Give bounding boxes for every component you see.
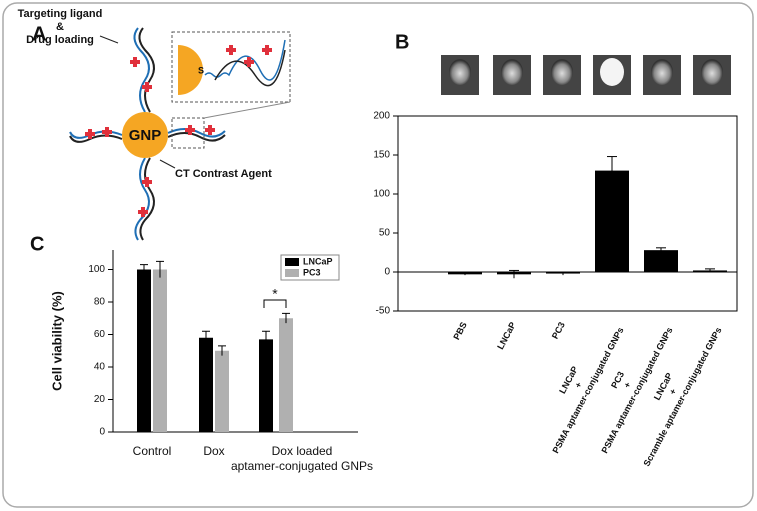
plot-frame bbox=[397, 115, 738, 312]
x-tick-label: + bbox=[622, 380, 633, 389]
y-tick-label: 20 bbox=[94, 394, 106, 405]
bar bbox=[215, 350, 229, 432]
legend-label: PC3 bbox=[303, 267, 321, 277]
linker-label: S bbox=[198, 65, 204, 75]
bar bbox=[595, 170, 629, 272]
x-tick-label: aptamer-conjugated GNPs bbox=[231, 459, 373, 473]
legend-label: LNCaP bbox=[303, 256, 333, 266]
y-tick-label: 100 bbox=[373, 189, 390, 200]
bar bbox=[259, 339, 273, 432]
panel-label: A bbox=[32, 23, 46, 45]
y-tick-label: 100 bbox=[88, 264, 105, 275]
y-tick-label: 200 bbox=[373, 111, 390, 122]
x-tick-label: + bbox=[667, 387, 678, 396]
diagram bbox=[69, 27, 291, 241]
significance-bracket bbox=[263, 299, 287, 308]
ligand-label: & bbox=[56, 21, 64, 33]
y-tick-label: 40 bbox=[94, 362, 106, 373]
gnp-label: GNP bbox=[129, 127, 162, 144]
x-tick-label: + bbox=[573, 380, 584, 389]
y-tick-label: 0 bbox=[384, 267, 390, 278]
legend-swatch bbox=[285, 258, 299, 266]
ligand-label: Targeting ligand bbox=[18, 8, 103, 20]
bar bbox=[644, 250, 678, 272]
legend-frame bbox=[280, 254, 340, 281]
x-tick-label: Control bbox=[133, 444, 172, 458]
bar bbox=[153, 269, 167, 432]
y-tick-label: -50 bbox=[376, 306, 391, 317]
panel-label: C bbox=[30, 233, 44, 255]
bar bbox=[199, 337, 213, 432]
bar bbox=[279, 318, 293, 432]
y-axis-label: Cell viability (%) bbox=[49, 291, 64, 391]
contrast-label: CT Contrast Agent bbox=[175, 168, 272, 180]
y-tick-label: 150 bbox=[373, 150, 390, 161]
y-tick-label: 80 bbox=[94, 297, 106, 308]
x-tick-label: Dox bbox=[203, 444, 224, 458]
y-tick-label: 0 bbox=[99, 427, 105, 438]
x-tick-label: Dox loaded bbox=[272, 444, 333, 458]
annotation: * bbox=[272, 286, 278, 302]
legend-swatch bbox=[285, 269, 299, 277]
bar bbox=[137, 269, 151, 432]
y-tick-label: 50 bbox=[379, 228, 391, 239]
ct-images bbox=[441, 55, 731, 95]
y-tick-label: 60 bbox=[94, 329, 106, 340]
panel-label: B bbox=[395, 31, 409, 53]
ligand-label: Drug loading bbox=[26, 34, 94, 46]
